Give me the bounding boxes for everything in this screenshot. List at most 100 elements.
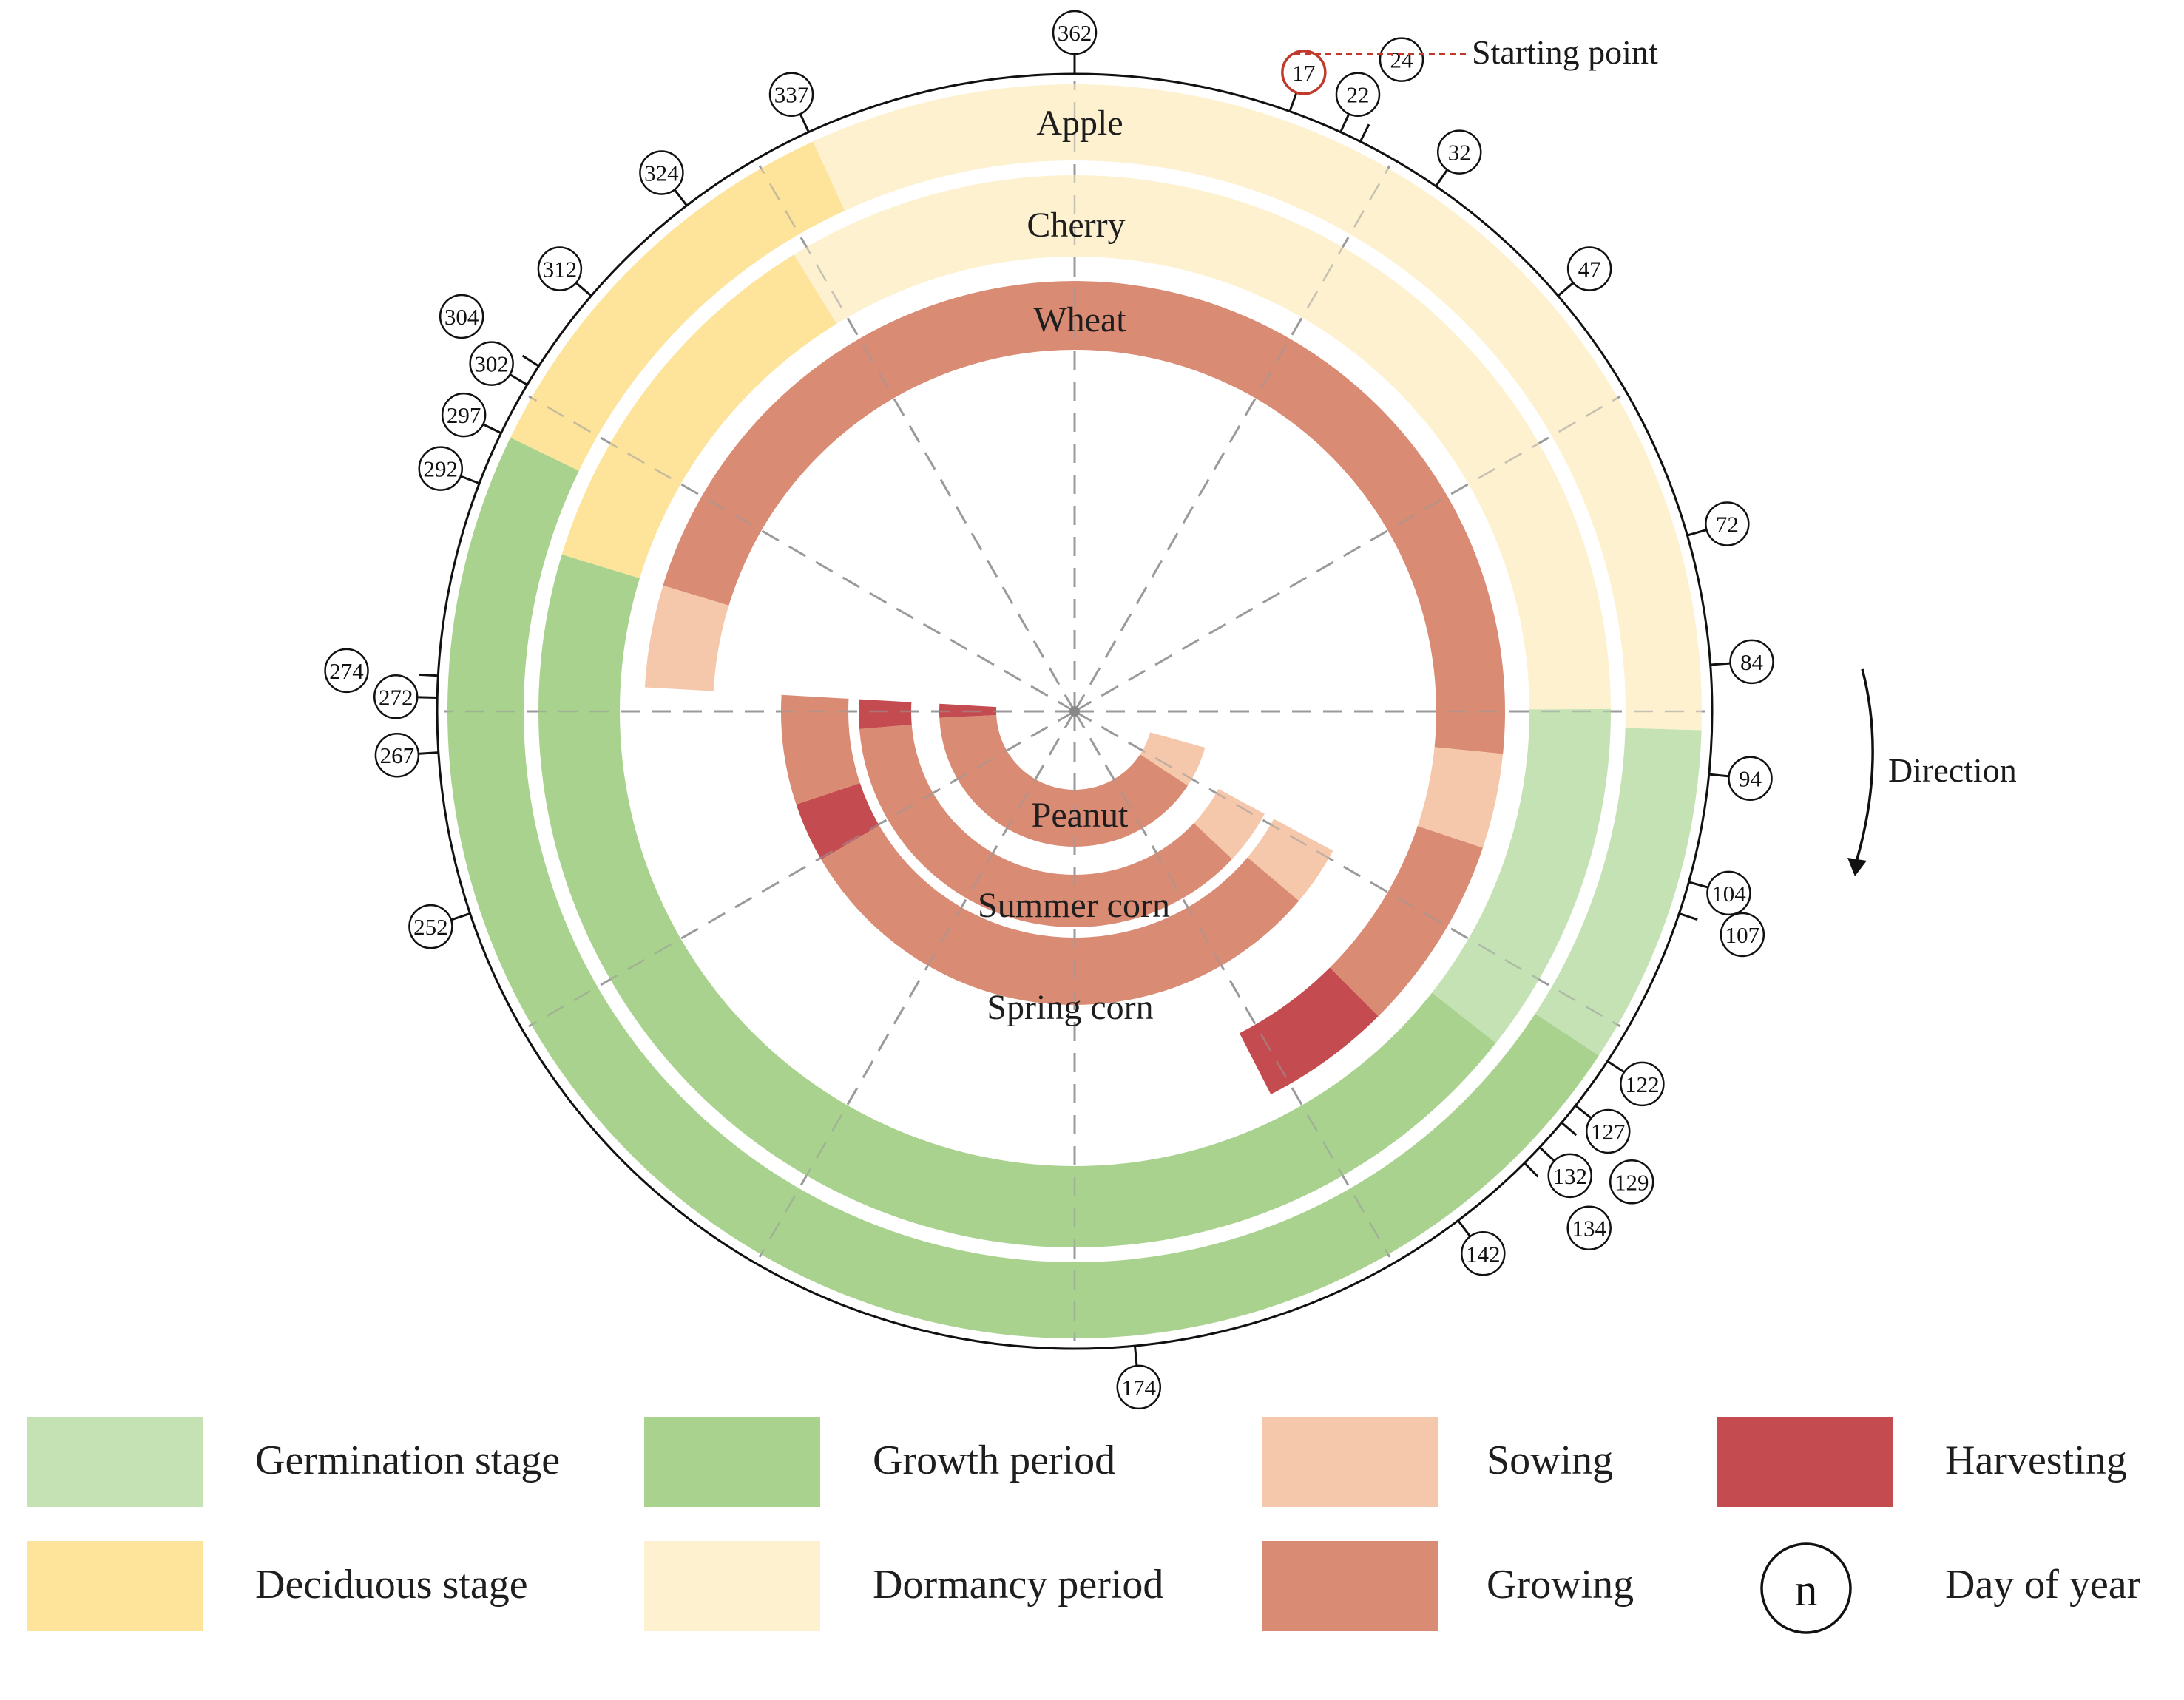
segment-growing <box>780 694 860 805</box>
day-circle <box>1461 1231 1506 1276</box>
day-marker-22: 22 <box>1335 72 1381 133</box>
segment-sowing <box>1247 819 1333 901</box>
legend: Germination stage Growth period Sowing Harv… <box>25 1415 2141 1634</box>
day-number: 72 <box>1716 512 1739 538</box>
segment-germination <box>1432 708 1611 1043</box>
day-circle <box>1728 756 1773 801</box>
axis-tick <box>1339 114 1350 133</box>
day-number: 142 <box>1466 1241 1501 1267</box>
day-marker-94: 94 <box>1708 756 1773 801</box>
grid-spoke-overlay <box>528 710 1075 1028</box>
legend-item-growth: Growth period <box>643 1415 1115 1508</box>
legend-item-day_marker: n Day of year <box>1760 1542 2141 1634</box>
day-number: 107 <box>1725 922 1760 948</box>
day-circle <box>324 648 369 694</box>
day-number: 104 <box>1711 881 1746 907</box>
day-marker-47: 47 <box>1557 246 1612 297</box>
day-number: 94 <box>1739 766 1762 792</box>
axis-tick <box>1524 1162 1539 1178</box>
day-number: 274 <box>329 658 364 684</box>
day-circle <box>1335 72 1381 117</box>
segment-harvesting <box>859 699 912 729</box>
day-circle <box>1720 912 1765 958</box>
day-number: 304 <box>444 304 479 330</box>
axis-tick <box>1557 282 1574 297</box>
day-number: 272 <box>379 684 413 710</box>
day-circle <box>1379 37 1424 82</box>
segment-growing <box>1330 826 1483 1017</box>
day-number: 17 <box>1292 60 1315 86</box>
day-number: 132 <box>1552 1163 1587 1189</box>
day-number: 47 <box>1578 257 1601 282</box>
legend-item-germination: Germination stage <box>25 1415 560 1508</box>
legend-swatch <box>1260 1540 1439 1633</box>
segment-sowing <box>1417 747 1504 848</box>
day-number: 337 <box>774 82 809 108</box>
direction-label: Direction <box>1888 751 2017 789</box>
grid-spoke-overlay <box>1074 710 1621 1028</box>
day-circle <box>1566 1205 1612 1250</box>
day-marker-72: 72 <box>1687 501 1750 546</box>
axis-tick <box>461 475 480 485</box>
day-circle <box>1566 246 1612 291</box>
day-marker-297: 297 <box>441 392 502 438</box>
axis-tick <box>1359 123 1370 143</box>
legend-swatch <box>25 1540 204 1633</box>
segment-harvesting <box>796 783 879 860</box>
axis-tick <box>1457 1219 1471 1237</box>
day-circle <box>1729 639 1774 685</box>
legend-label: Dormancy period <box>873 1562 1163 1608</box>
legend-day-marker-swatch <box>1760 1542 1852 1634</box>
segment-sowing <box>1194 788 1265 859</box>
grid-spoke-overlay <box>758 711 1076 1258</box>
legend-label: Growth period <box>873 1437 1115 1483</box>
grid-spoke-overlay <box>1073 711 1391 1258</box>
legend-swatch <box>1715 1415 1894 1508</box>
day-number: 84 <box>1740 649 1764 675</box>
day-number: 174 <box>1122 1375 1157 1401</box>
day-circle <box>1705 501 1750 546</box>
axis-tick <box>1538 1146 1555 1162</box>
day-circle <box>469 341 514 386</box>
legend-label: Harvesting <box>1945 1437 2127 1483</box>
axis-tick <box>451 912 470 921</box>
day-marker-337: 337 <box>768 72 814 133</box>
ring-spring-corn <box>780 694 1333 1005</box>
legend-swatch <box>25 1415 204 1508</box>
day-marker-129: 129 <box>1561 1122 1654 1205</box>
day-number: 362 <box>1058 20 1092 46</box>
ring-peanut <box>939 703 1206 847</box>
annotations: Starting point Direction <box>1294 33 2017 876</box>
axis-tick <box>1288 92 1298 112</box>
day-circle <box>373 674 419 719</box>
day-circle <box>537 246 583 291</box>
day-circle <box>418 446 463 491</box>
ring-label: Peanut <box>1032 796 1129 835</box>
axis-tick <box>1708 773 1728 778</box>
day-number: 134 <box>1572 1216 1606 1242</box>
axis-tick <box>1710 662 1730 666</box>
segment-growing <box>939 715 1188 847</box>
ring-label: Spring corn <box>987 988 1153 1027</box>
ring-apple <box>447 84 1703 1338</box>
day-number: 129 <box>1615 1169 1649 1195</box>
legend-item-growing: Growing <box>1260 1540 1634 1633</box>
day-number: 302 <box>474 351 509 377</box>
ring-summer-corn <box>859 699 1265 927</box>
axis-tick <box>1561 1122 1578 1137</box>
grid-spoke-overlay <box>1073 165 1391 712</box>
day-marker-272: 272 <box>373 674 438 719</box>
starting-point-label: Starting point <box>1472 33 1658 71</box>
day-marker-142: 142 <box>1457 1219 1506 1276</box>
day-circle <box>1547 1153 1592 1199</box>
axis-tick <box>521 354 540 368</box>
day-number: 312 <box>543 257 578 282</box>
day-marker-122: 122 <box>1606 1060 1665 1107</box>
day-circle <box>1585 1108 1631 1154</box>
direction-arrowhead <box>1847 858 1867 876</box>
day-marker-32: 32 <box>1435 129 1482 187</box>
grid-spoke-overlay <box>758 165 1076 712</box>
day-marker-274: 274 <box>324 648 439 694</box>
day-circle <box>1116 1364 1162 1410</box>
